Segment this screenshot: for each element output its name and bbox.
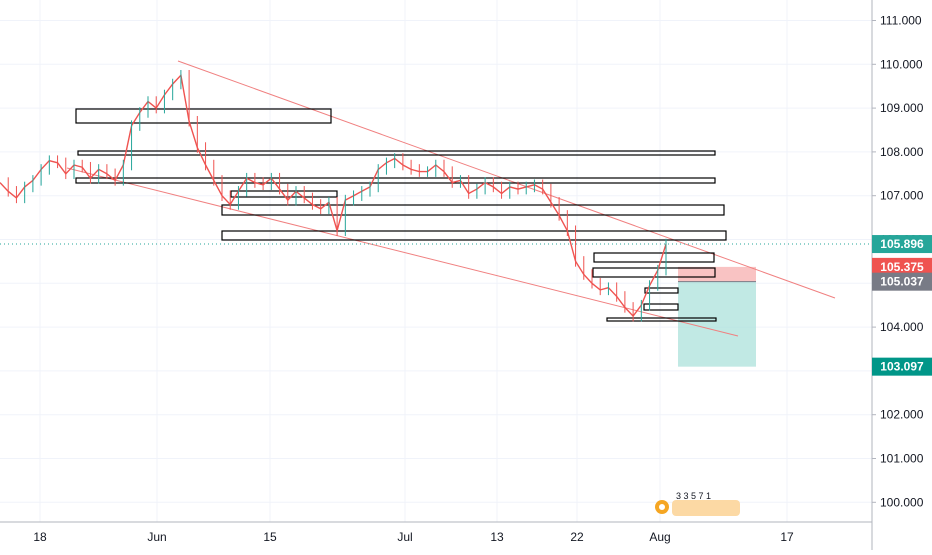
y-tick-label: 100.000 <box>880 495 924 509</box>
x-tick-label: Jul <box>397 530 412 544</box>
zone-rectangle <box>593 252 715 263</box>
y-tick-label: 110.000 <box>880 57 923 71</box>
zone-rectangle <box>221 230 727 241</box>
stop-loss-zone <box>678 266 756 282</box>
price-line <box>0 73 667 318</box>
x-tick-label: 18 <box>33 530 47 544</box>
stop-price-label-bg <box>872 257 932 276</box>
watermark-text: 3 3 5 7 1 <box>676 491 711 501</box>
zone-rectangle <box>643 303 679 311</box>
logo-center-icon <box>659 504 665 510</box>
y-tick-label: 101.000 <box>880 452 924 466</box>
zone-rectangle <box>644 287 679 294</box>
current-price-label: 105.896 <box>880 237 924 251</box>
zone-rectangle <box>230 190 338 198</box>
x-tick-label: 13 <box>490 530 504 544</box>
position-zones <box>678 266 756 367</box>
grid <box>0 0 872 522</box>
zone-rectangle <box>77 150 716 156</box>
y-tick-label: 109.000 <box>880 101 924 115</box>
target-price-label: 103.097 <box>880 360 924 374</box>
y-tick-label: 111.000 <box>880 14 922 28</box>
y-tick-label: 102.000 <box>880 408 924 422</box>
upper-trendline <box>177 60 836 299</box>
target-price-label-bg <box>872 357 932 376</box>
x-tick-label: 22 <box>570 530 584 544</box>
x-tick-label: 15 <box>263 530 277 544</box>
y-tick-label: 108.000 <box>880 145 924 159</box>
x-tick-label: 17 <box>780 530 794 544</box>
logo-badge-icon <box>672 500 740 516</box>
price-series <box>0 69 667 322</box>
stop-price-label: 105.375 <box>880 260 924 274</box>
zone-rectangle <box>221 204 725 216</box>
watermark: 3 3 5 7 1 <box>655 491 740 516</box>
zone-rectangle <box>75 108 332 124</box>
zone-rectangle <box>606 317 717 322</box>
y-tick-label: 104.000 <box>880 320 924 334</box>
x-tick-label: Aug <box>649 530 670 544</box>
x-tick-label: Jun <box>147 530 166 544</box>
current-price-label-bg <box>872 235 932 254</box>
entry-price-label-bg <box>872 272 932 291</box>
entry-price-label: 105.037 <box>880 275 924 289</box>
zone-rectangle <box>75 177 716 184</box>
y-tick-label: 107.000 <box>880 189 924 203</box>
